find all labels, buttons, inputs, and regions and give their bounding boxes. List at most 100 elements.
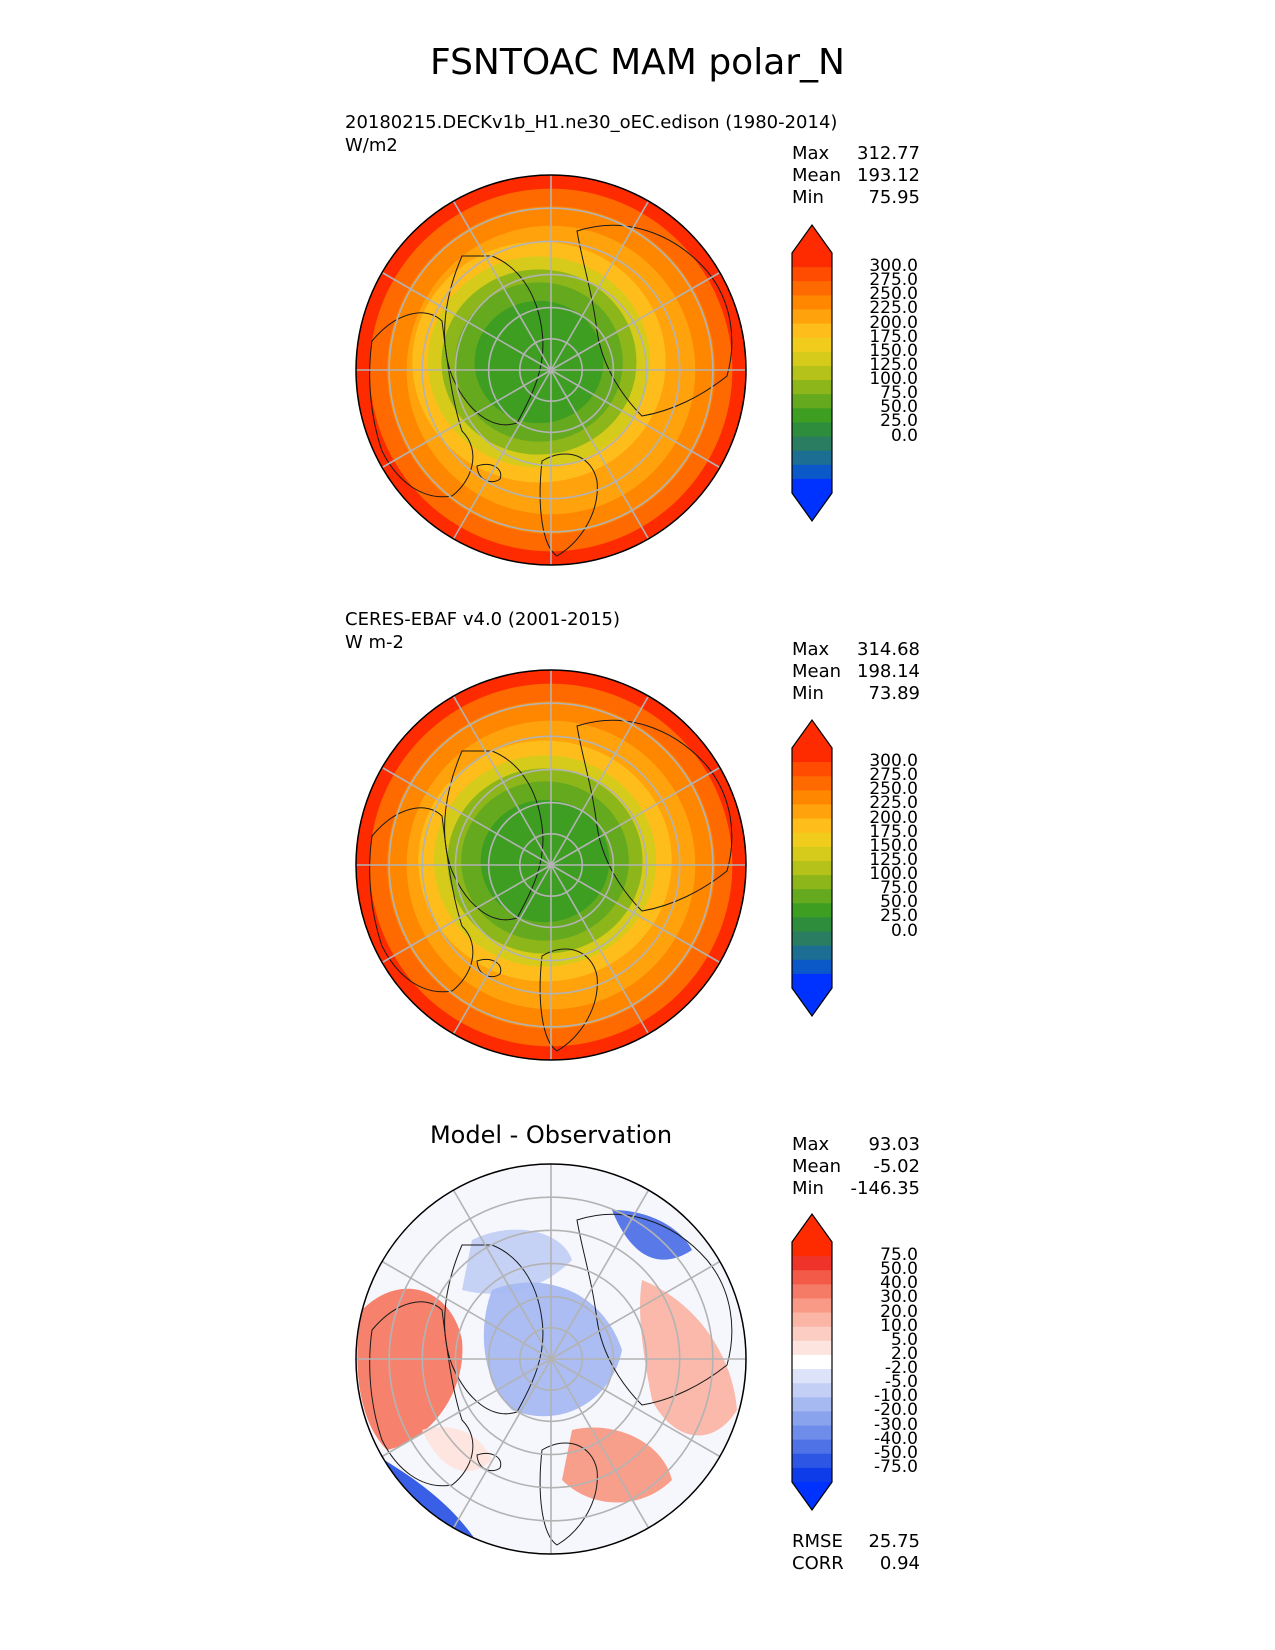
colorbar-segment <box>792 762 832 777</box>
colorbar-tick-label: 100.0 <box>869 369 918 390</box>
colorbar-segment <box>792 748 832 763</box>
colorbar-outline <box>791 223 833 523</box>
colorbar-diff-labels: 75.0 50.0 40.0 30.0 20.0 10.0 5.0 2.0 -2.0 -5.0 -1… <box>838 0 918 1650</box>
colorbar-segment <box>792 478 832 494</box>
coastline <box>476 959 502 978</box>
colorbar-obs-labels: 300.0 275.0 250.0 225.0 200.0 175.0 150.0 125.0… <box>838 0 918 1650</box>
meridian-line <box>452 200 552 371</box>
colorbar-segment <box>792 875 832 890</box>
contour-band <box>474 300 604 424</box>
meridian-line <box>550 766 721 866</box>
colorbar-tick-label: 50.0 <box>880 397 918 418</box>
colorbar-segment <box>792 1383 832 1398</box>
stat-max-value: 93.03 <box>868 1134 920 1155</box>
stat-mean-value: 198.14 <box>857 661 920 682</box>
colorbar-tick-label: 225.0 <box>869 298 918 319</box>
stat-max-label: Max <box>792 639 830 660</box>
meridian-line <box>550 864 650 1035</box>
colorbar-tick-label: 225.0 <box>869 793 918 814</box>
meridian-line <box>381 766 552 866</box>
coastline <box>369 1301 474 1487</box>
colorbar-segment <box>792 1312 832 1328</box>
colorbar-tick-label: 75.0 <box>880 1245 918 1266</box>
colorbar-tick-label: 275.0 <box>869 270 918 291</box>
colorbar-tick-label: 175.0 <box>869 326 918 347</box>
colorbar-segment <box>792 380 832 395</box>
colorbar-segment <box>792 267 832 282</box>
meridian-line <box>550 864 721 964</box>
colorbar-model-labels: 300.0 275.0 250.0 225.0 200.0 175.0 150.0 125.0… <box>838 0 918 1650</box>
stat-max-label: Max <box>792 143 830 164</box>
colorbar-segment <box>792 295 832 311</box>
colorbar-segment <box>792 776 832 791</box>
meridian-line <box>550 1260 721 1360</box>
colorbar-tick-label: -75.0 <box>874 1456 918 1477</box>
coastline <box>576 224 733 417</box>
colorbar-segment <box>792 846 832 862</box>
coastline <box>576 1213 733 1406</box>
coastline <box>369 807 474 993</box>
colorbar-tip-bottom <box>792 1482 832 1510</box>
colorbar-tick-label: 2.0 <box>890 1343 918 1364</box>
colorbar-segment <box>792 351 832 367</box>
colorbar-segment <box>792 832 832 848</box>
colorbar-segment <box>792 323 832 339</box>
panel-obs-title: CERES-EBAF v4.0 (2001-2015) <box>345 609 621 630</box>
colorbar-segment <box>792 1369 832 1384</box>
anomaly-region <box>357 1288 463 1450</box>
colorbar-tick-label: 300.0 <box>869 256 918 277</box>
colorbar-model <box>791 223 833 523</box>
coastline <box>476 1453 502 1472</box>
stat-mean-value: -5.02 <box>873 1156 920 1177</box>
colorbar-tick-label: 0.0 <box>890 920 918 941</box>
colorbar-segment <box>792 309 832 325</box>
colorbar-segment <box>792 917 832 933</box>
colorbar-tick-label: 75.0 <box>880 878 918 899</box>
colorbar-segment <box>792 1340 832 1356</box>
stat-min-label: Min <box>792 187 824 208</box>
colorbar-segment <box>792 1256 832 1271</box>
colorbar-tick-label: 25.0 <box>880 411 918 432</box>
meridian-line <box>550 200 650 371</box>
stats-model: Max 312.77 Mean 193.12 Min 75.95 <box>792 143 920 209</box>
meridian-line <box>550 1189 650 1360</box>
colorbar-segment <box>792 790 832 806</box>
colorbar-tick-label: 40.0 <box>880 1273 918 1294</box>
map-border <box>355 174 747 566</box>
colorbar-segment <box>792 464 832 480</box>
colorbar-diff <box>791 1212 833 1512</box>
colorbar-tick-label: -30.0 <box>874 1414 918 1435</box>
stat-mean-label: Mean <box>792 661 842 682</box>
colorbar-tick-label: 20.0 <box>880 1301 918 1322</box>
colorbar-tick-label: 25.0 <box>880 906 918 927</box>
colorbar-segment <box>792 422 832 438</box>
meridian-line <box>550 695 650 866</box>
colorbar-tick-label: -50.0 <box>874 1442 918 1463</box>
colorbar-tick-label: 10.0 <box>880 1315 918 1336</box>
rmse-label: RMSE <box>792 1531 843 1552</box>
colorbar-segment <box>792 450 832 466</box>
colorbar-segment <box>792 804 832 820</box>
panel-model-title: 20180215.DECKv1b_H1.ne30_oEC.edison (198… <box>345 112 838 133</box>
stat-min-value: 73.89 <box>868 683 920 704</box>
colorbar-tick-label: 0.0 <box>890 425 918 446</box>
anomaly-region <box>640 1280 737 1436</box>
colorbar-tick-label: 125.0 <box>869 849 918 870</box>
colorbar-tick-label: -40.0 <box>874 1428 918 1449</box>
colorbar-segment <box>792 436 832 452</box>
colorbar-segment <box>792 973 832 989</box>
colorbar-segment <box>792 889 832 904</box>
polar-map-diff <box>355 1163 747 1555</box>
anomaly-region <box>612 1210 692 1260</box>
polar-map-obs <box>355 669 747 1061</box>
colorbar-segment <box>792 959 832 975</box>
colorbar-segment <box>792 1354 832 1370</box>
meridian-line <box>452 1358 552 1529</box>
stat-min-value: 75.95 <box>868 187 920 208</box>
colorbar-tick-label: 200.0 <box>869 807 918 828</box>
colorbar-tick-label: -2.0 <box>884 1358 918 1379</box>
colorbar-segment <box>792 1298 832 1314</box>
stat-min-value: -146.35 <box>850 1178 920 1199</box>
colorbar-segment <box>792 1425 832 1441</box>
colorbar-segment <box>792 860 832 876</box>
